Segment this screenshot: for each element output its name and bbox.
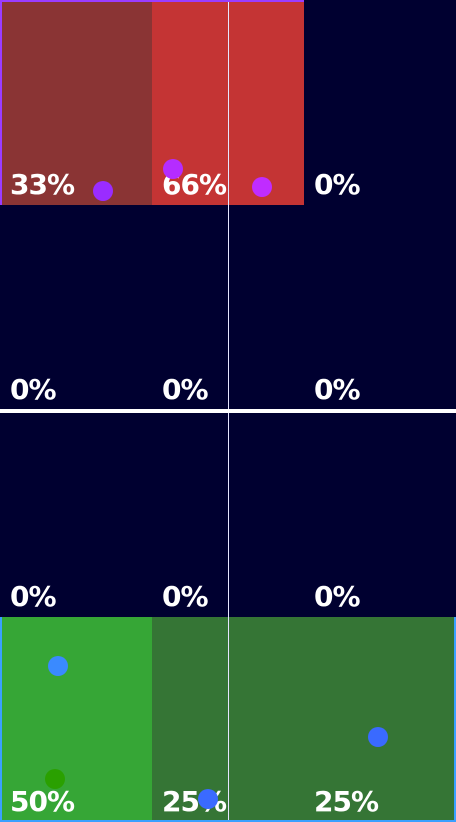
cell-9[interactable]: 0%	[304, 412, 456, 617]
cell-6[interactable]: 0%	[304, 205, 456, 410]
cell-12-percent: 25%	[314, 785, 379, 818]
cell-4-percent: 0%	[10, 373, 57, 406]
cell-1-percent: 33%	[10, 168, 75, 201]
cell-3[interactable]: 0%	[304, 0, 456, 205]
cell-6-percent: 0%	[314, 373, 361, 406]
cell-8-percent: 0%	[162, 580, 209, 613]
cell-7[interactable]: 0%	[0, 412, 152, 617]
purple-unit[interactable]	[93, 181, 113, 201]
cell-9-percent: 0%	[314, 580, 361, 613]
blue-unit[interactable]	[368, 727, 388, 747]
blue-unit[interactable]	[198, 789, 218, 809]
cell-10[interactable]: 50%	[0, 617, 152, 822]
magenta-unit[interactable]	[252, 177, 272, 197]
magenta-unit[interactable]	[163, 159, 183, 179]
cell-5[interactable]: 0%	[152, 205, 304, 410]
cell-12[interactable]: 25%	[304, 617, 456, 822]
cell-8[interactable]: 0%	[152, 412, 304, 617]
cell-5-percent: 0%	[162, 373, 209, 406]
cell-3-percent: 0%	[314, 168, 361, 201]
horizontal-divider	[0, 409, 456, 413]
cell-10-percent: 50%	[10, 785, 75, 818]
cell-4[interactable]: 0%	[0, 205, 152, 410]
green-unit[interactable]	[45, 769, 65, 789]
blue-unit[interactable]	[48, 656, 68, 676]
cell-1[interactable]: 33%	[0, 0, 152, 205]
cell-7-percent: 0%	[10, 580, 57, 613]
